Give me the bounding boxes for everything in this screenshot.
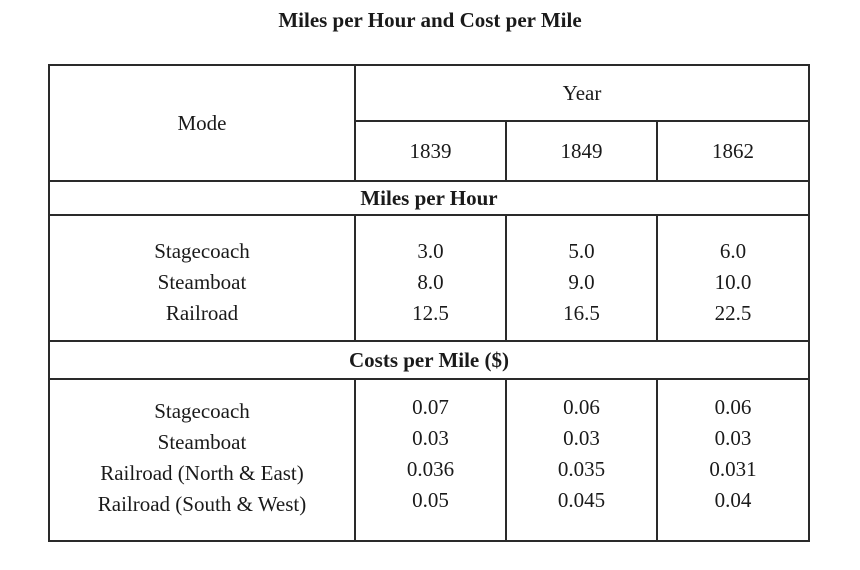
table-cell: 0.03 [563, 426, 600, 450]
table-cell: 12.5 [412, 301, 449, 325]
year-1839: 1839 [409, 138, 452, 163]
table-cell: 0.036 [406, 457, 455, 481]
col-divider-1-cost [505, 378, 507, 540]
table-cell: 5.0 [568, 239, 595, 263]
table-cell: 0.03 [714, 426, 752, 450]
table-cell: 0.06 [714, 395, 752, 419]
cost-1862-column: 0.06 0.03 0.031 0.04 [658, 392, 808, 516]
table-cell: 0.07 [412, 395, 449, 419]
page-title: Miles per Hour and Cost per Mile [278, 8, 582, 32]
year-1862: 1862 [712, 138, 754, 163]
table-cell: 0.06 [563, 395, 600, 419]
table-cell: 3.0 [417, 239, 444, 263]
list-item: Railroad (North & East) [100, 461, 304, 485]
mph-1862-column: 6.0 10.0 22.5 [658, 236, 808, 329]
col-divider-2-mph [656, 214, 658, 340]
table-cell: 0.03 [412, 426, 449, 450]
table-cell: 8.0 [417, 270, 444, 294]
col-divider-1-mph [505, 214, 507, 340]
section-mph-bottom-rule [50, 340, 808, 342]
mode-header: Mode [177, 110, 227, 135]
list-item: Stagecoach [154, 399, 250, 423]
year-divider [354, 120, 810, 122]
cost-mode-list: Stagecoach Steamboat Railroad (North & E… [50, 396, 354, 520]
table-cell: 16.5 [563, 301, 600, 325]
cost-1849-column: 0.06 0.03 0.035 0.045 [507, 392, 656, 516]
mph-mode-list: Stagecoach Steamboat Railroad [50, 236, 354, 329]
table-cell: 9.0 [568, 270, 595, 294]
year-header: Year [562, 80, 602, 105]
section-title-mph: Miles per Hour [360, 185, 498, 210]
table-cell: 0.04 [714, 488, 752, 512]
table-cell: 0.045 [557, 488, 606, 512]
year-col-divider-2-header [656, 120, 658, 180]
mph-1849-column: 5.0 9.0 16.5 [507, 236, 656, 329]
table-cell: 6.0 [719, 239, 747, 263]
list-item: Stagecoach [154, 239, 250, 263]
header-bottom-rule [50, 180, 808, 182]
year-col-divider-1-header [505, 120, 507, 180]
table-cell: 10.0 [714, 270, 752, 294]
table-cell: 0.05 [412, 488, 449, 512]
year-1849: 1849 [560, 138, 603, 163]
col-divider-2-cost [656, 378, 658, 540]
cost-1839-column: 0.07 0.03 0.036 0.05 [356, 392, 505, 516]
mode-divider-header [354, 66, 356, 180]
mph-1839-column: 3.0 8.0 12.5 [356, 236, 505, 329]
list-item: Railroad [165, 301, 239, 325]
table-cell: 0.031 [709, 457, 757, 481]
table-cell: 0.035 [557, 457, 606, 481]
section-cost-rule [50, 378, 808, 380]
list-item: Steamboat [157, 430, 247, 454]
list-item: Railroad (South & West) [97, 492, 307, 516]
section-title-cost: Costs per Mile ($) [349, 347, 509, 372]
table-cell: 22.5 [714, 301, 752, 325]
list-item: Steamboat [157, 270, 247, 294]
mode-divider-cost [354, 378, 356, 540]
section-mph-rule [50, 214, 808, 216]
mode-divider-mph [354, 214, 356, 340]
data-table: Mode Year 1839 1849 1862 Miles per Hour … [48, 64, 810, 542]
